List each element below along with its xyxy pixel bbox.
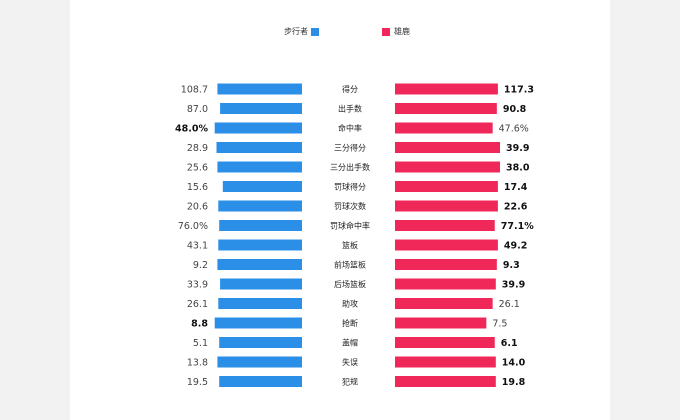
category-label: 罚球得分: [334, 182, 366, 192]
category-label: 三分出手数: [330, 162, 370, 172]
pacers-bar[interactable]: [217, 83, 302, 95]
bucks-value-label: 49.2: [504, 241, 527, 252]
category-label: 失误: [342, 357, 358, 367]
bucks-value-label: 38.0: [506, 163, 530, 174]
bucks-bar[interactable]: [395, 278, 496, 290]
pacers-value-label: 20.6: [187, 202, 208, 213]
bucks-value-label: 39.9: [506, 143, 529, 154]
bucks-bar[interactable]: [395, 317, 487, 329]
bucks-bar[interactable]: [395, 161, 500, 173]
pacers-value-label: 108.7: [181, 85, 208, 96]
bucks-value-label: 26.1: [499, 299, 520, 310]
pacers-bar[interactable]: [219, 220, 302, 231]
category-label: 罚球次数: [334, 201, 366, 211]
bucks-value-label: 19.8: [502, 377, 526, 388]
legend-swatch-bucks: [382, 28, 390, 36]
pacers-value-label: 43.1: [187, 241, 208, 252]
category-label: 前场篮板: [334, 260, 366, 270]
bucks-bar[interactable]: [395, 142, 500, 153]
pacers-value-label: 48.0%: [175, 124, 208, 135]
bucks-bar[interactable]: [395, 356, 496, 368]
category-label: 后场篮板: [334, 279, 366, 289]
bucks-value-label: 6.1: [501, 338, 518, 349]
pacers-bar[interactable]: [219, 376, 302, 387]
bucks-bar[interactable]: [395, 376, 496, 387]
bucks-value-label: 9.3: [503, 260, 520, 271]
category-label: 罚球命中率: [330, 221, 370, 231]
bucks-bar[interactable]: [395, 122, 493, 134]
category-label: 三分得分: [334, 143, 366, 153]
pacers-value-label: 9.2: [193, 260, 208, 271]
pacers-value-label: 15.6: [187, 182, 208, 193]
category-label: 出手数: [338, 104, 362, 114]
bucks-value-label: 14.0: [502, 358, 526, 369]
pacers-value-label: 19.5: [187, 377, 208, 388]
pacers-value-label: 76.0%: [178, 221, 208, 232]
pacers-bar[interactable]: [217, 161, 302, 173]
category-label: 犯规: [342, 377, 358, 387]
category-label: 助攻: [342, 299, 358, 309]
category-label: 盖帽: [342, 338, 358, 348]
bucks-bar[interactable]: [395, 239, 498, 251]
pacers-bar[interactable]: [218, 200, 302, 212]
category-label: 抢断: [342, 318, 358, 328]
pacers-value-label: 8.8: [191, 319, 208, 330]
category-label: 篮板: [342, 240, 358, 250]
category-label: 命中率: [338, 123, 362, 133]
chart-panel: 步行者 雄鹿: [70, 0, 610, 420]
pacers-bar[interactable]: [217, 356, 302, 368]
bucks-value-label: 90.8: [503, 104, 527, 115]
legend-swatch-pacers: [311, 28, 319, 36]
bucks-bar[interactable]: [395, 220, 495, 231]
bucks-bar[interactable]: [395, 298, 493, 309]
category-label: 得分: [342, 84, 358, 94]
pacers-bar[interactable]: [220, 278, 302, 290]
bucks-value-label: 47.6%: [499, 124, 529, 135]
pacers-bar[interactable]: [218, 239, 302, 251]
pacers-value-label: 5.1: [193, 338, 208, 349]
bucks-bar[interactable]: [395, 259, 497, 270]
pacers-bar[interactable]: [219, 337, 302, 348]
bucks-value-label: 22.6: [504, 202, 528, 213]
bucks-value-label: 117.3: [504, 85, 534, 96]
pacers-bar[interactable]: [216, 142, 303, 153]
pacers-value-label: 25.6: [187, 163, 208, 174]
bucks-value-label: 77.1%: [501, 221, 534, 232]
bucks-bar[interactable]: [395, 200, 498, 212]
pacers-value-label: 33.9: [187, 280, 208, 291]
pacers-bar[interactable]: [220, 103, 302, 114]
bucks-value-label: 39.9: [502, 280, 525, 291]
pacers-bar[interactable]: [222, 181, 302, 192]
bucks-bar[interactable]: [395, 103, 497, 114]
legend-label-bucks: 雄鹿: [394, 27, 410, 36]
pacers-value-label: 28.9: [187, 143, 208, 154]
bucks-bar[interactable]: [395, 181, 498, 192]
pacers-bar[interactable]: [214, 317, 302, 329]
pacers-bar[interactable]: [214, 122, 302, 134]
pacers-value-label: 26.1: [187, 299, 208, 310]
bucks-bar[interactable]: [395, 337, 495, 348]
bucks-value-label: 17.4: [504, 182, 528, 193]
pacers-bar[interactable]: [218, 298, 302, 309]
pacers-bar[interactable]: [217, 259, 302, 270]
pacers-value-label: 87.0: [187, 104, 208, 115]
pacers-value-label: 13.8: [187, 358, 208, 369]
legend-label-pacers: 步行者: [284, 27, 308, 36]
bucks-bar[interactable]: [395, 83, 498, 95]
bucks-value-label: 7.5: [492, 319, 507, 330]
